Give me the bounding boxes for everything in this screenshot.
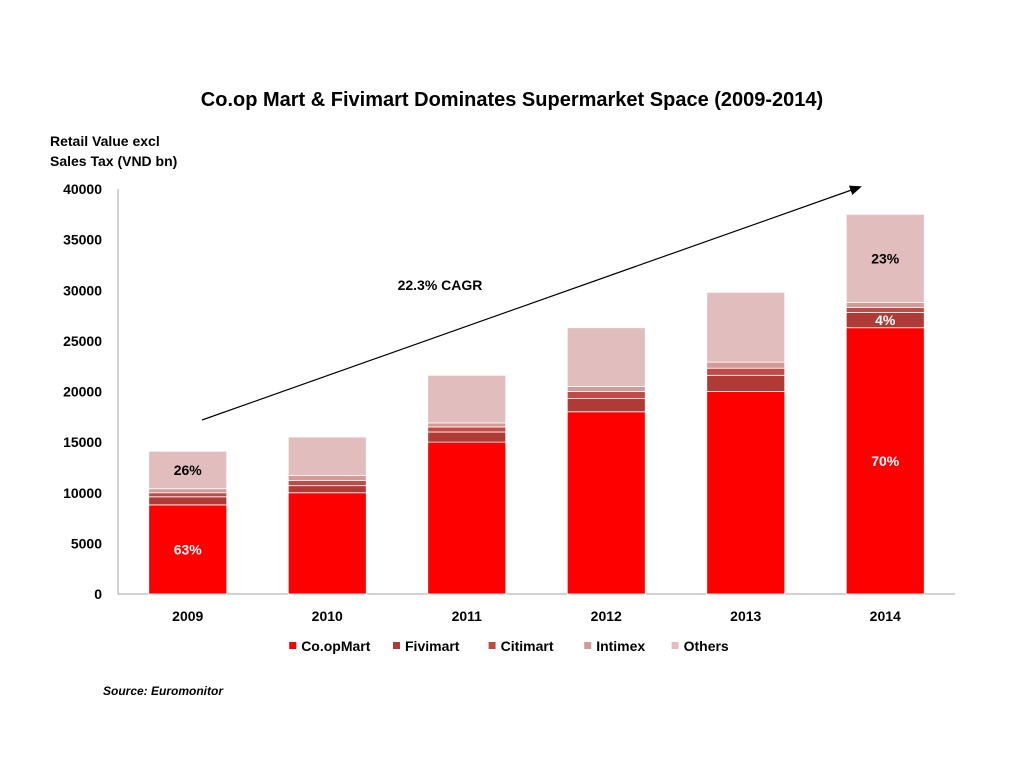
y-tick-label: 35000 (63, 232, 102, 248)
bars (148, 213, 925, 595)
bar-segment-fivimart-2012 (566, 398, 646, 413)
y-axis-label-line-1: Retail Value excl (50, 133, 160, 149)
bar-segment-intimex-2009 (148, 488, 228, 494)
bar-segment-co-opmart-2009 (148, 504, 228, 595)
legend-label: Co.opMart (301, 638, 371, 654)
bar-segment-co-opmart-2012 (566, 411, 646, 595)
bar-segment-intimex-2011 (427, 422, 507, 428)
legend-label: Citimart (501, 638, 554, 654)
bar-segment-others-2013 (706, 291, 786, 363)
segment-label: 63% (174, 541, 203, 557)
bar-segment-fivimart-2010 (287, 485, 367, 494)
legend-swatch (671, 642, 679, 649)
bar-segment-co-opmart-2011 (427, 441, 507, 595)
bar-segment-fivimart-2009 (148, 496, 228, 506)
segment-labels: 63% 26% 70% 4% 23% (174, 250, 900, 557)
segment-label: 70% (871, 453, 900, 469)
segment-label: 23% (871, 250, 900, 266)
bar-segment-fivimart-2011 (427, 431, 507, 443)
cagr-annotation: 22.3% CAGR (398, 277, 483, 293)
bar-segment-co-opmart-2013 (706, 391, 786, 595)
cagr-arrow (201, 185, 862, 421)
bar-segment-co-opmart-2010 (287, 492, 367, 595)
legend-label: Fivimart (405, 638, 460, 654)
y-tick-label: 5000 (71, 535, 102, 551)
bar-segment-fivimart-2013 (706, 374, 786, 392)
bar-segment-intimex-2013 (706, 361, 786, 369)
y-tick-label: 0 (94, 586, 102, 602)
source-note: Source: Euromonitor (103, 684, 224, 698)
y-tick-label: 25000 (63, 333, 102, 349)
x-tick-label: 2014 (870, 608, 901, 624)
bar-segment-intimex-2014 (845, 301, 925, 308)
axes (117, 189, 955, 595)
bar-segment-citimart-2013 (706, 367, 786, 376)
chart-title: Co.op Mart & Fivimart Dominates Supermar… (201, 89, 823, 111)
legend-label: Others (684, 638, 729, 654)
x-tick-label: 2011 (452, 608, 483, 624)
x-tick-labels: 2009 2010 2011 2012 2013 2014 (172, 608, 901, 624)
bar-segment-intimex-2010 (287, 475, 367, 482)
bar-segment-co-opmart-2014 (845, 327, 925, 595)
bar-segment-others-2014 (845, 213, 925, 303)
legend-swatch (289, 642, 297, 649)
bar-segment-citimart-2011 (427, 426, 507, 433)
legend-swatch (584, 642, 592, 649)
segment-label: 4% (875, 312, 896, 328)
y-tick-label: 40000 (63, 181, 102, 197)
y-tick-label: 20000 (63, 384, 102, 400)
bar-segment-intimex-2012 (566, 386, 646, 392)
bar-segment-citimart-2012 (566, 391, 646, 399)
bar-segment-others-2009 (148, 450, 228, 490)
x-tick-label: 2010 (312, 608, 343, 624)
x-tick-label: 2009 (172, 608, 203, 624)
bar-segment-others-2011 (427, 374, 507, 424)
segment-label: 26% (174, 462, 203, 478)
legend-swatch (393, 642, 400, 649)
y-tick-label: 10000 (63, 485, 102, 501)
bar-segment-citimart-2009 (148, 492, 228, 498)
y-tick-label: 30000 (63, 282, 102, 298)
y-tick-labels: 0 5000 10000 15000 20000 25000 30000 35000 40000 (63, 181, 102, 602)
bar-segment-citimart-2010 (287, 480, 367, 487)
legend-label: Intimex (596, 638, 645, 654)
bar-segment-others-2010 (287, 436, 367, 476)
bar-segment-others-2012 (566, 327, 646, 387)
legend-swatch (488, 642, 496, 649)
y-tick-label: 15000 (63, 434, 102, 450)
x-tick-label: 2013 (730, 608, 761, 624)
legend: Co.opMart Fivimart Citimart Intimex Others (289, 638, 729, 654)
x-tick-label: 2012 (591, 608, 622, 624)
y-axis-label-line-2: Sales Tax (VND bn) (50, 153, 177, 169)
